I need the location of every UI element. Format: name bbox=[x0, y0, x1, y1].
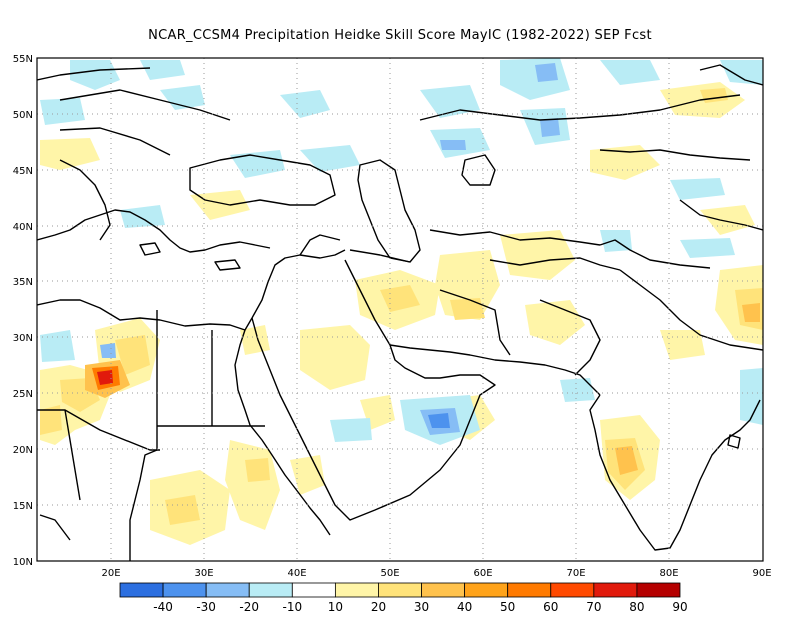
lat-label: 50N bbox=[13, 110, 33, 121]
lon-label: 20E bbox=[101, 568, 120, 579]
lat-label: 25N bbox=[13, 389, 33, 400]
colorbar-boxes bbox=[119, 582, 681, 598]
longitude-axis: 20E 30E 40E 50E 60E 70E 80E 90E bbox=[101, 568, 771, 579]
lat-label: 45N bbox=[13, 166, 33, 177]
lat-label: 20N bbox=[13, 445, 33, 456]
latitude-axis: 55N 50N 45N 40N 35N 30N 25N 20N 15N 10N bbox=[13, 54, 33, 568]
colorbar-swatch bbox=[507, 582, 552, 598]
colorbar-label: 40 bbox=[457, 600, 472, 614]
colorbar-swatch bbox=[378, 582, 422, 598]
colorbar-swatch bbox=[421, 582, 466, 598]
colorbar: -40 -30 -20 -10 10 20 30 40 50 60 70 80 90 bbox=[119, 582, 688, 614]
colorbar-swatch bbox=[636, 582, 681, 598]
colorbar-label: 70 bbox=[586, 600, 601, 614]
colorbar-swatch bbox=[464, 582, 509, 598]
gridlines bbox=[37, 58, 763, 561]
colorbar-label: 50 bbox=[500, 600, 515, 614]
lat-label: 30N bbox=[13, 333, 33, 344]
colorbar-label: -30 bbox=[196, 600, 216, 614]
coastlines bbox=[37, 64, 763, 561]
colorbar-label: 90 bbox=[672, 600, 687, 614]
colorbar-labels: -40 -30 -20 -10 10 20 30 40 50 60 70 80 90 bbox=[153, 600, 687, 614]
colorbar-label: -10 bbox=[283, 600, 303, 614]
lon-label: 70E bbox=[566, 568, 585, 579]
lat-label: 10N bbox=[13, 557, 33, 568]
colorbar-label: 60 bbox=[543, 600, 558, 614]
colorbar-swatch bbox=[119, 582, 164, 598]
colorbar-swatch bbox=[593, 582, 638, 598]
colorbar-label: 20 bbox=[371, 600, 386, 614]
colorbar-label: 30 bbox=[414, 600, 429, 614]
colorbar-label: 80 bbox=[629, 600, 644, 614]
lon-label: 40E bbox=[287, 568, 306, 579]
lat-label: 40N bbox=[13, 222, 33, 233]
lat-label: 35N bbox=[13, 277, 33, 288]
lat-label: 55N bbox=[13, 54, 33, 65]
colorbar-label: -40 bbox=[153, 600, 173, 614]
colorbar-swatch bbox=[162, 582, 207, 598]
colorbar-label: 10 bbox=[328, 600, 343, 614]
colorbar-swatch bbox=[248, 582, 293, 598]
lon-label: 60E bbox=[473, 568, 492, 579]
colorbar-swatch bbox=[550, 582, 595, 598]
chart-title: NCAR_CCSM4 Precipitation Heidke Skill Sc… bbox=[148, 28, 652, 43]
lon-label: 30E bbox=[194, 568, 213, 579]
lat-label: 15N bbox=[13, 501, 33, 512]
skill-field bbox=[40, 58, 763, 545]
lon-label: 50E bbox=[380, 568, 399, 579]
colorbar-swatch bbox=[205, 582, 250, 598]
colorbar-label: -20 bbox=[239, 600, 259, 614]
colorbar-swatch bbox=[334, 582, 379, 598]
lon-label: 90E bbox=[752, 568, 771, 579]
colorbar-swatch bbox=[291, 582, 336, 598]
plot-frame bbox=[36, 57, 764, 562]
lon-label: 80E bbox=[659, 568, 678, 579]
